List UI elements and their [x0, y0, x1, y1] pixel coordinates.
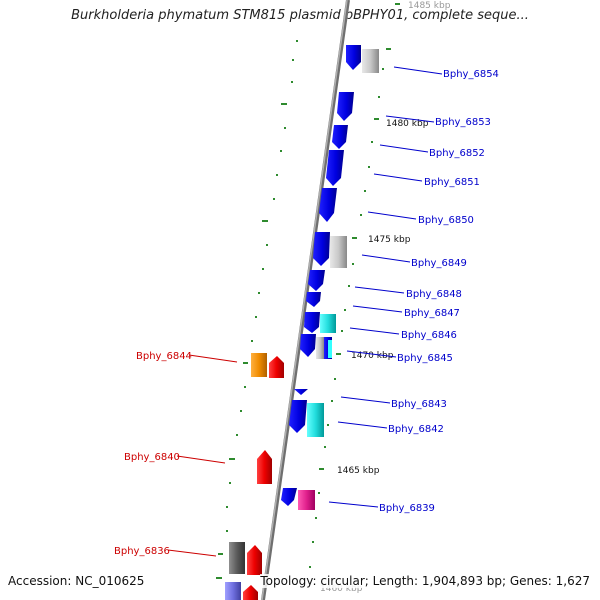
- gene-block: [330, 236, 347, 268]
- gene-label[interactable]: Bphy_6850: [418, 215, 474, 226]
- gene-label[interactable]: Bphy_6839: [379, 503, 435, 514]
- gene-label[interactable]: Bphy_6845: [397, 353, 453, 364]
- gene-label[interactable]: Bphy_6843: [391, 399, 447, 410]
- gene-block: [298, 490, 315, 510]
- gene-arrow: [346, 45, 361, 70]
- leader-lines-right: [328, 66, 443, 508]
- gene-arrow: [257, 450, 272, 484]
- gene-block: [320, 314, 336, 333]
- gene-label[interactable]: Bphy_6844: [136, 351, 192, 362]
- gene-arrow: [300, 334, 316, 357]
- gene-arrow: [332, 125, 348, 149]
- gene-label[interactable]: Bphy_6842: [388, 424, 444, 435]
- gene-label[interactable]: Bphy_6848: [406, 289, 462, 300]
- gene-labels-left: Bphy_6844 Bphy_6840 Bphy_6836: [114, 351, 192, 557]
- accession-text: Accession: NC_010625: [8, 574, 145, 588]
- gene-arrow: [289, 400, 307, 433]
- gene-arrow: [337, 92, 354, 121]
- gene-arrow: [326, 150, 344, 186]
- gene-arrow: [281, 488, 297, 506]
- gene-label[interactable]: Bphy_6853: [435, 117, 491, 128]
- gene-block: [225, 582, 241, 600]
- scale-ticks-left: [216, 40, 298, 579]
- gene-label[interactable]: Bphy_6840: [124, 452, 180, 463]
- gene-block: [251, 353, 267, 377]
- scale-label: 1480 kbp: [386, 119, 429, 129]
- gene-arrow: [306, 292, 321, 307]
- gene-labels-right: Bphy_6854 Bphy_6853 Bphy_6852 Bphy_6851 …: [379, 69, 499, 514]
- scale-ticks-right: [309, 3, 400, 568]
- gene-block: [307, 403, 324, 437]
- scale-labels: 1485 kbp 1480 kbp 1475 kbp 1470 kbp 1465…: [320, 1, 451, 594]
- gene-arrow: [243, 585, 258, 600]
- gene-arrow: [304, 312, 320, 333]
- gene-label[interactable]: Bphy_6854: [443, 69, 499, 80]
- gene-arrow: [319, 188, 337, 222]
- gene-arrow: [308, 270, 325, 291]
- leader-lines-left: [167, 354, 238, 557]
- scale-label: 1485 kbp: [408, 1, 451, 11]
- gene-label[interactable]: Bphy_6852: [429, 148, 485, 159]
- gene-label[interactable]: Bphy_6849: [411, 258, 467, 269]
- gene-label[interactable]: Bphy_6847: [404, 308, 460, 319]
- gene-block: [229, 542, 245, 574]
- gene-label[interactable]: Bphy_6836: [114, 546, 170, 557]
- scale-label: 1460 kbp: [320, 584, 363, 594]
- gene-label[interactable]: Bphy_6851: [424, 177, 480, 188]
- gene-arrow: [313, 232, 330, 266]
- genome-backbone: [261, 0, 350, 600]
- gene-arrow: [269, 356, 284, 378]
- scale-label: 1465 kbp: [337, 466, 380, 476]
- gene-block: [362, 49, 379, 73]
- genes-forward: [281, 45, 379, 510]
- gene-label[interactable]: Bphy_6846: [401, 330, 457, 341]
- scale-label: 1470 kbp: [351, 351, 394, 361]
- gene-arrow: [247, 545, 262, 575]
- gene-block: [316, 337, 324, 359]
- gene-arrow: [294, 389, 308, 395]
- gene-block: [328, 340, 332, 358]
- map-title: Burkholderia phymatum STM815 plasmid pBP…: [71, 8, 529, 23]
- genes-reverse: [225, 353, 284, 600]
- scale-label: 1475 kbp: [368, 235, 411, 245]
- topology-text: Topology: circular; Length: 1,904,893 bp…: [260, 574, 590, 588]
